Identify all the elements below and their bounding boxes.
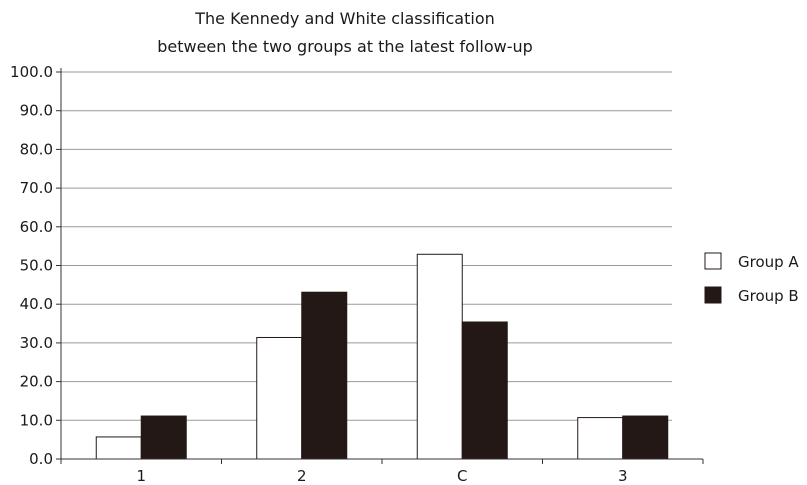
x-tick-label: 1 — [136, 467, 146, 485]
y-axis-tick-labels: 0.0 10.0 20.0 30.0 40.0 50.0 60.0 70.0 80.0 90.0 1… — [10, 63, 53, 468]
chart-title: The Kennedy and White classification bet… — [157, 9, 533, 56]
y-tick-label: 70.0 — [20, 179, 53, 197]
legend: Group A Group B — [704, 252, 799, 305]
y-tick-label: 0.0 — [29, 450, 53, 468]
bar-group-b-3 — [622, 415, 669, 460]
x-tick-label: C — [457, 467, 467, 485]
x-axis-tick-labels: 1 2 C 3 — [136, 467, 627, 485]
y-tick-label: 40.0 — [20, 295, 53, 313]
y-tick-label: 50.0 — [20, 257, 53, 275]
chart-title-line-1: The Kennedy and White classification — [194, 9, 495, 28]
bar-group-a-2 — [256, 336, 303, 460]
legend-label: Group B — [738, 287, 799, 305]
x-tick-label: 2 — [297, 467, 307, 485]
bar-group-b-1 — [140, 415, 187, 460]
y-tick-label: 60.0 — [20, 218, 53, 236]
legend-swatch-group-b — [704, 286, 722, 304]
y-tick-label: 100.0 — [10, 63, 53, 81]
axes — [60, 68, 704, 464]
legend-swatch-group-a — [704, 252, 722, 270]
bar-group-a-1 — [95, 436, 142, 460]
legend-label: Group A — [738, 253, 799, 271]
y-tick-label: 10.0 — [20, 411, 53, 429]
bar-group-b-C — [461, 321, 508, 460]
chart-title-line-2: between the two groups at the latest fol… — [157, 37, 533, 56]
bar-group-b-2 — [301, 291, 348, 460]
y-tick-label: 20.0 — [20, 373, 53, 391]
x-tick-label: 3 — [618, 467, 628, 485]
bars — [95, 253, 669, 460]
bar-group-a-3 — [577, 417, 624, 460]
y-tick-label: 90.0 — [20, 102, 53, 120]
bar-group-a-C — [416, 253, 463, 460]
y-tick-label: 30.0 — [20, 334, 53, 352]
gridlines — [56, 71, 672, 460]
y-tick-label: 80.0 — [20, 140, 53, 158]
